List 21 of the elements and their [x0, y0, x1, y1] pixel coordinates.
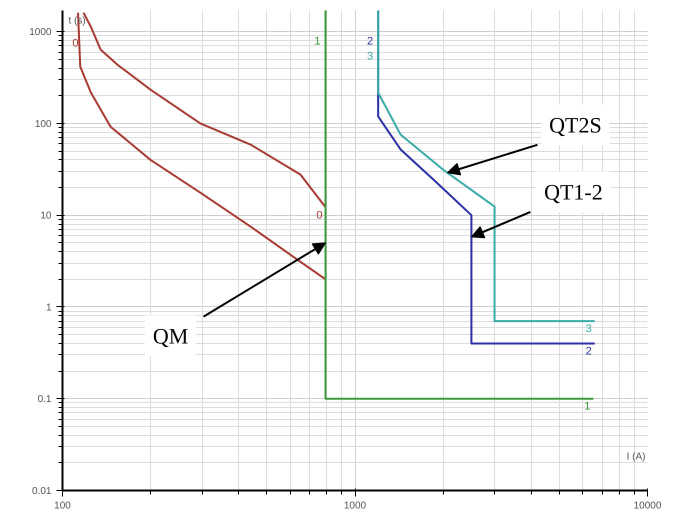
annotation: QT1-2: [544, 179, 603, 204]
series-label: 0: [316, 209, 323, 222]
y-tick-label: 10: [40, 210, 52, 222]
text: 3: [367, 50, 374, 62]
annotation: QM: [152, 323, 188, 348]
series-label: 3: [586, 323, 592, 336]
annotation: QT2S: [549, 112, 602, 138]
x-tick-label: 10000: [634, 500, 662, 511]
text: 2: [367, 36, 374, 48]
y-tick-label: 1: [46, 302, 52, 314]
text: 1: [314, 36, 321, 48]
y-tick-label: 0.1: [38, 394, 52, 406]
y-tick-label: 0.01: [32, 486, 52, 497]
text: 0: [72, 38, 79, 50]
y-tick-label: 100: [34, 118, 52, 130]
x-axis-title: I (A): [626, 452, 646, 462]
x-tick-label: 100: [54, 500, 72, 511]
series-label: 1: [584, 400, 590, 413]
y-tick-label: 1000: [29, 27, 52, 38]
series-label: 2: [586, 345, 592, 358]
x-tick-label: 1000: [344, 500, 367, 511]
